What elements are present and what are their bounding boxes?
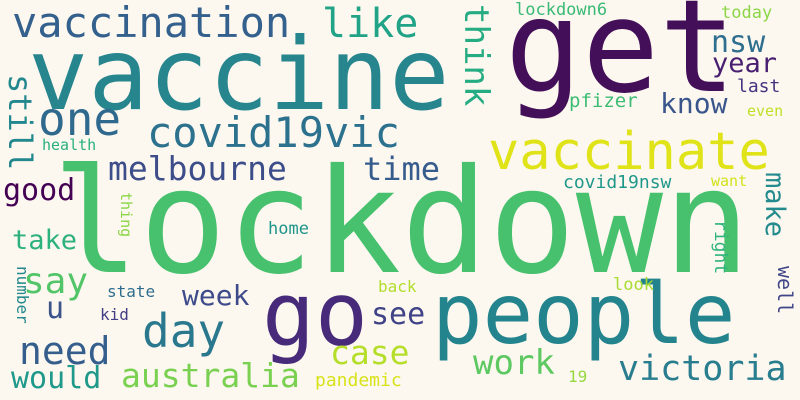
word-number: number [13,266,32,324]
word-lockdown6: lockdown6 [515,0,608,20]
word-victoria: victoria [618,349,787,389]
word-kid: kid [100,305,129,324]
word-year: year [712,48,778,79]
word-take: take [12,225,78,256]
word-like: like [322,1,419,47]
word-would: would [11,361,102,396]
word-thing: thing [117,192,135,238]
word-still: still [1,74,39,171]
word-lockdown: lockdown [52,138,751,307]
word-work: work [473,343,555,383]
word-go: go [262,263,368,366]
word-u: u [46,291,65,326]
word-last: last [737,76,781,97]
word-covid19vic: covid19vic [147,108,400,157]
word-pfizer: pfizer [569,90,638,112]
word-vaccine: vaccine [28,16,450,133]
word-look: look [613,275,654,295]
word-get: get [505,0,737,122]
word-see: see [371,297,426,332]
word-even: even [747,102,784,120]
word-say: say [23,261,89,302]
word-good: good [3,173,76,208]
word-australia: australia [121,356,300,395]
word-vaccinate: vaccinate [488,122,770,182]
word-think: think [456,4,496,107]
word-people: people [432,265,736,363]
word-know: know [660,87,728,120]
word-19: 19 [568,367,588,386]
word-covid19nsw: covid19nsw [563,172,672,193]
word-today: today [721,3,773,23]
word-back: back [378,277,417,296]
word-well: well [773,266,797,315]
word-nsw: nsw [711,25,766,60]
word-want: want [711,172,748,190]
word-vaccination: vaccination [12,0,291,47]
word-melbourne: melbourne [108,149,287,188]
word-health: health [42,136,97,154]
word-week: week [182,279,250,312]
word-home: home [268,219,309,239]
word-time: time [363,150,441,188]
word-need: need [19,329,111,373]
word-state: state [107,282,156,301]
word-one: one [38,92,122,146]
word-right: right [710,220,731,275]
word-make: make [759,172,790,238]
word-case: case [330,333,410,372]
word-pandemic: pandemic [315,370,402,391]
word-day: day [142,304,226,358]
